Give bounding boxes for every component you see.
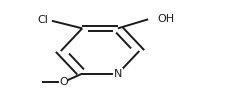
- Text: Cl: Cl: [37, 15, 48, 25]
- Text: O: O: [59, 77, 68, 87]
- Text: OH: OH: [156, 14, 173, 24]
- Text: N: N: [113, 69, 122, 79]
